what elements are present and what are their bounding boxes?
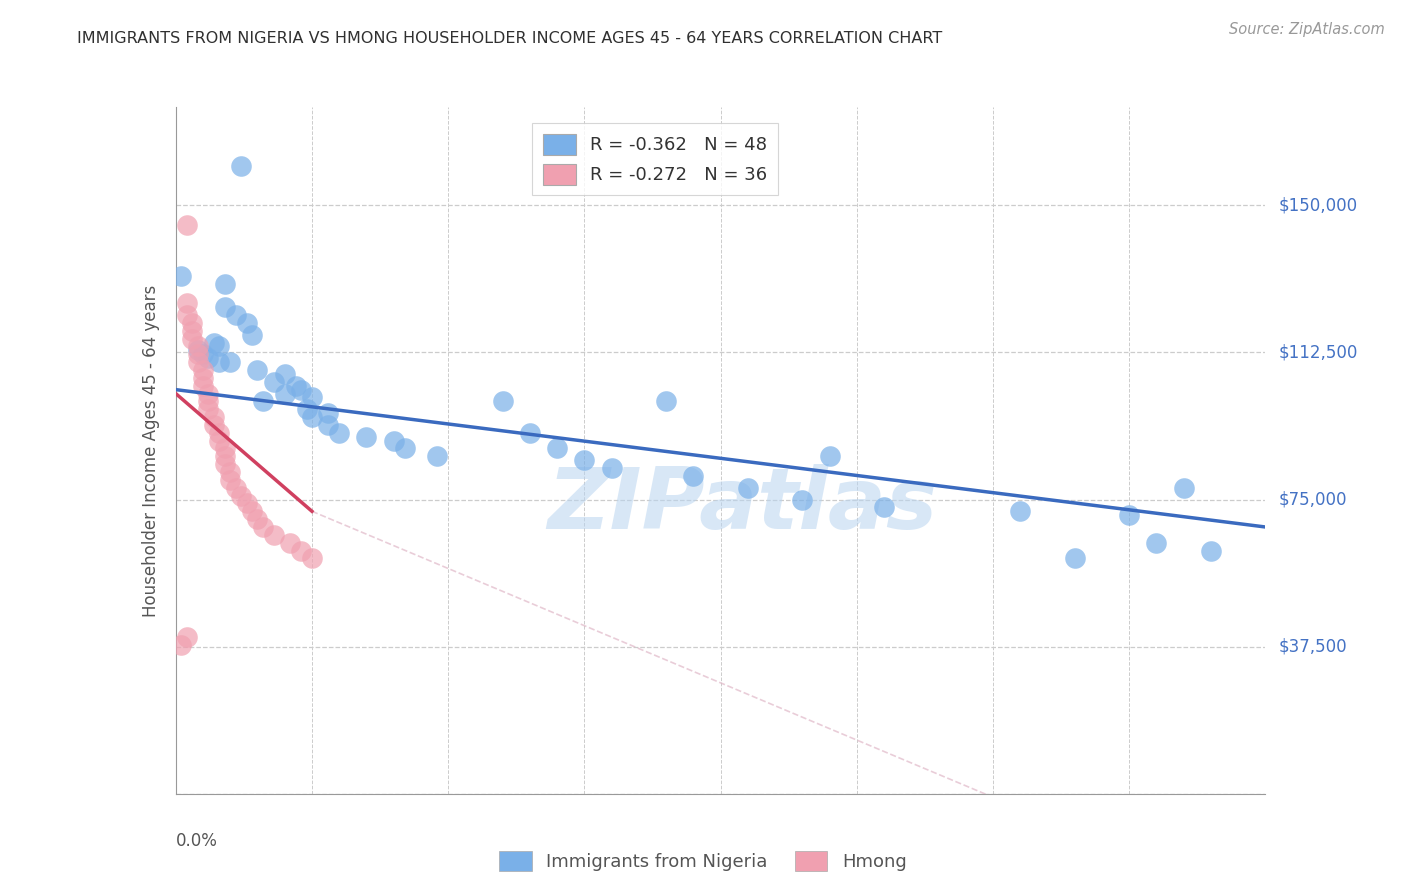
Point (214, 300, 236, 314)
Point (737, 481, 759, 495)
Point (655, 394, 678, 409)
Point (197, 351, 219, 366)
Point (219, 355, 242, 369)
Legend: Immigrants from Nigeria, Hmong: Immigrants from Nigeria, Hmong (492, 844, 914, 879)
Point (426, 450, 449, 464)
Point (1063, 551, 1085, 566)
Point (231, 159, 253, 173)
Point (318, 406, 340, 420)
Text: $150,000: $150,000 (1278, 196, 1358, 214)
Point (197, 386, 219, 401)
Point (328, 425, 350, 440)
Point (225, 308, 247, 322)
Point (818, 450, 841, 464)
Point (214, 457, 236, 471)
Text: ZIPatlas: ZIPatlas (547, 464, 938, 547)
Point (252, 394, 274, 409)
Point (274, 386, 297, 401)
Point (181, 316, 204, 330)
Point (191, 363, 214, 377)
Point (278, 535, 301, 549)
Point (246, 512, 269, 526)
Point (214, 442, 236, 456)
Point (202, 417, 225, 432)
Point (301, 391, 323, 405)
Point (1144, 535, 1167, 549)
Point (600, 461, 623, 475)
Point (682, 469, 704, 483)
Point (301, 551, 323, 566)
Point (318, 417, 340, 432)
Point (176, 218, 198, 232)
Point (219, 465, 242, 479)
Point (197, 402, 219, 417)
Point (546, 442, 568, 456)
Point (235, 496, 257, 510)
Point (246, 363, 269, 377)
Point (176, 630, 198, 644)
Point (181, 332, 204, 346)
Point (219, 473, 242, 487)
Point (235, 316, 257, 330)
Point (263, 528, 285, 542)
Text: 0.0%: 0.0% (176, 831, 218, 850)
Point (208, 355, 231, 369)
Point (873, 500, 896, 515)
Point (208, 434, 231, 448)
Point (186, 339, 209, 353)
Point (295, 402, 318, 417)
Point (208, 339, 231, 353)
Point (191, 371, 214, 385)
Point (231, 489, 253, 503)
Point (186, 343, 209, 358)
Point (356, 430, 378, 444)
Point (492, 394, 515, 409)
Point (382, 434, 405, 448)
Point (240, 504, 263, 518)
Point (301, 410, 323, 425)
Point (191, 378, 214, 392)
Point (176, 296, 198, 310)
Point (284, 378, 307, 392)
Point (1173, 481, 1195, 495)
Point (252, 520, 274, 534)
Point (202, 335, 225, 350)
Point (214, 450, 236, 464)
Point (214, 277, 236, 291)
Point (290, 383, 312, 397)
Point (170, 638, 193, 652)
Point (170, 268, 193, 283)
Text: Source: ZipAtlas.com: Source: ZipAtlas.com (1229, 22, 1385, 37)
Point (792, 492, 814, 507)
Point (519, 425, 541, 440)
Point (186, 355, 209, 369)
Text: $37,500: $37,500 (1278, 638, 1347, 656)
Point (1199, 543, 1222, 558)
Point (197, 394, 219, 409)
Point (181, 324, 204, 338)
Point (1118, 508, 1140, 523)
Point (574, 453, 596, 467)
Point (208, 425, 231, 440)
Legend: R = -0.362   N = 48, R = -0.272   N = 36: R = -0.362 N = 48, R = -0.272 N = 36 (533, 123, 778, 195)
Point (186, 347, 209, 361)
Point (290, 543, 312, 558)
Point (1010, 504, 1032, 518)
Point (274, 367, 297, 381)
Point (225, 481, 247, 495)
Text: $112,500: $112,500 (1278, 343, 1358, 361)
Text: IMMIGRANTS FROM NIGERIA VS HMONG HOUSEHOLDER INCOME AGES 45 - 64 YEARS CORRELATI: IMMIGRANTS FROM NIGERIA VS HMONG HOUSEHO… (77, 31, 942, 46)
Point (263, 375, 285, 389)
Point (176, 308, 198, 322)
Point (394, 442, 416, 456)
Point (240, 327, 263, 342)
Text: $75,000: $75,000 (1278, 491, 1347, 508)
Y-axis label: Householder Income Ages 45 - 64 years: Householder Income Ages 45 - 64 years (142, 285, 160, 616)
Point (202, 410, 225, 425)
Point (191, 347, 214, 361)
